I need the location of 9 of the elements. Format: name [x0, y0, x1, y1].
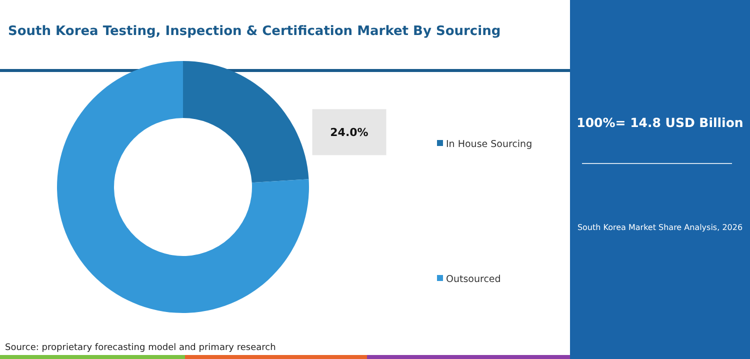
text: 100%= 14.8 USD Billion: [576, 115, 744, 130]
legend-label: Outsourced: [446, 274, 501, 285]
legend-label: In House Sourcing: [446, 139, 532, 150]
donut-slice: [183, 61, 309, 183]
source-note: Source: proprietary forecasting model and primary research: [5, 343, 276, 353]
donut-slice: [57, 61, 309, 313]
data-label: 24.0%: [330, 126, 368, 140]
chart-title: South Korea Testing, Inspection & Certification Market By Sourcing: [8, 24, 501, 39]
text: South Korea Market Share Analysis, 2026: [577, 223, 743, 232]
